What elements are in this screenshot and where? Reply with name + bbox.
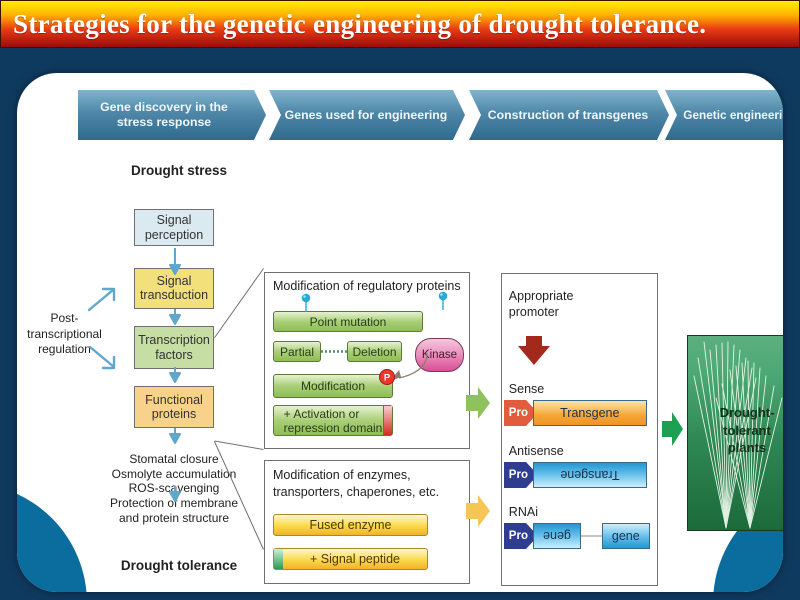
svg-text:P: P (384, 372, 391, 383)
